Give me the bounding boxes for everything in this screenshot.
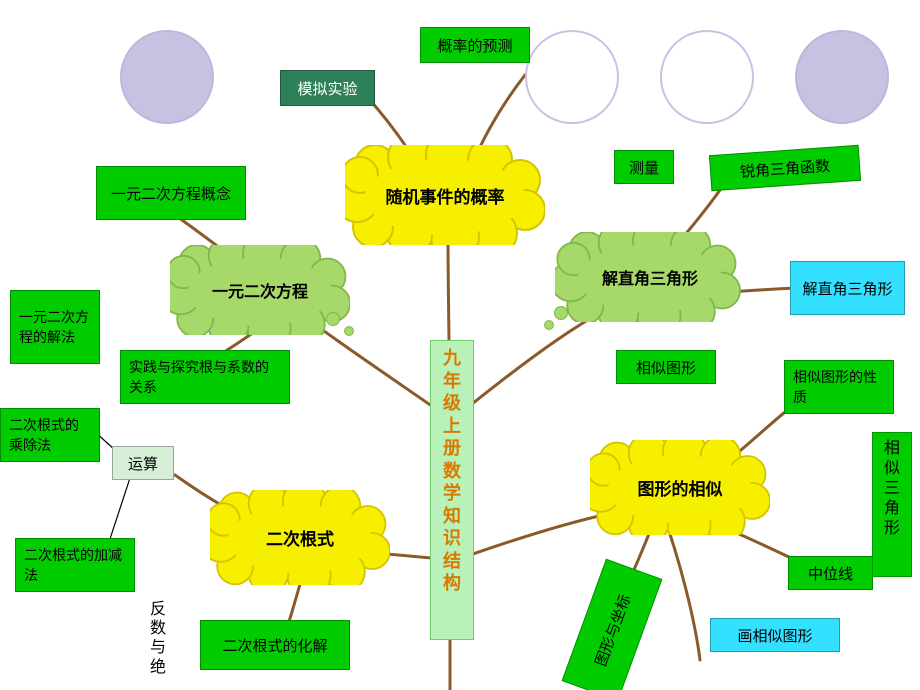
cloud-label-sim: 图形的相似 xyxy=(630,475,731,500)
central-title: 九年级上册数学知识结构 xyxy=(430,340,474,640)
think-bubble-3 xyxy=(544,320,554,330)
box-b13: 相似图形 xyxy=(616,350,716,384)
box-b17: 画相似图形 xyxy=(710,618,840,652)
cloud-quad: 一元二次方程 xyxy=(170,245,350,335)
plain-vertical-text: 反数与绝 xyxy=(150,600,166,677)
cloud-tri: 解直角三角形 xyxy=(555,232,745,322)
cloud-label-tri: 解直角三角形 xyxy=(594,265,706,289)
bg-circle-2 xyxy=(660,30,754,124)
think-bubble-0 xyxy=(326,312,340,326)
box-b3: 测量 xyxy=(614,150,674,184)
box-b7: 一元二次方程的解法 xyxy=(10,290,100,364)
box-b6: 一元二次方程概念 xyxy=(96,166,246,220)
box-b11: 二次根式的加减法 xyxy=(15,538,135,592)
bg-circle-0 xyxy=(120,30,214,124)
cloud-root: 二次根式 xyxy=(210,490,390,585)
box-b8: 实践与探究根与系数的关系 xyxy=(120,350,290,404)
box-b1: 概率的预测 xyxy=(420,27,530,63)
box-b12: 二次根式的化解 xyxy=(200,620,350,670)
think-bubble-2 xyxy=(554,306,568,320)
box-b16: 中位线 xyxy=(788,556,873,590)
box-b5: 解直角三角形 xyxy=(790,261,905,315)
diagram-stage: { "canvas": {"w":920,"h":690,"bg":"#ffff… xyxy=(0,0,920,690)
cloud-sim: 图形的相似 xyxy=(590,440,770,535)
cloud-label-root: 二次根式 xyxy=(258,525,342,550)
box-b2: 模拟实验 xyxy=(280,70,375,106)
cloud-prob: 随机事件的概率 xyxy=(345,145,545,245)
cloud-label-prob: 随机事件的概率 xyxy=(378,183,513,208)
box-b10: 运算 xyxy=(112,446,174,480)
box-b9: 二次根式的乘除法 xyxy=(0,408,100,462)
think-bubble-1 xyxy=(344,326,354,336)
box-b15: 相似三角形 xyxy=(872,432,912,577)
bg-circle-1 xyxy=(525,30,619,124)
box-b14: 相似图形的性质 xyxy=(784,360,894,414)
cloud-label-quad: 一元二次方程 xyxy=(204,278,316,302)
bg-circle-3 xyxy=(795,30,889,124)
